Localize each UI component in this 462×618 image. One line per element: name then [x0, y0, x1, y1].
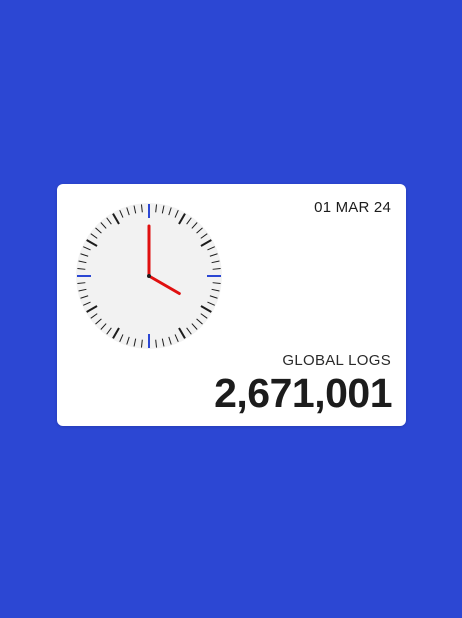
minute-tick	[211, 260, 220, 264]
minute-tick	[133, 338, 137, 347]
hour-tick	[112, 213, 120, 225]
minute-tick	[207, 301, 215, 306]
minute-tick	[119, 210, 124, 218]
minute-tick	[77, 282, 86, 285]
date-label: 01 MAR 24	[314, 199, 391, 216]
analog-clock	[76, 203, 222, 349]
minute-tick	[200, 313, 208, 319]
minute-tick	[106, 327, 112, 335]
minute-tick	[100, 323, 107, 330]
minute-tick	[100, 222, 107, 229]
hour-tick	[86, 239, 98, 247]
minute-tick	[119, 334, 124, 342]
minute-tick	[95, 318, 102, 325]
clock-ticks	[77, 204, 221, 348]
logs-card: 01 MAR 24 GLOBAL LOGS 2,671,001	[57, 184, 406, 426]
minute-tick	[196, 227, 203, 234]
minute-tick	[209, 253, 218, 257]
minute-tick	[186, 327, 192, 335]
hour-hand	[147, 274, 181, 295]
minute-tick	[106, 217, 112, 225]
clock-center	[147, 274, 151, 278]
minute-tick	[200, 233, 208, 239]
minute-tick	[161, 205, 165, 214]
minute-tick	[212, 282, 221, 285]
hour-tick	[178, 213, 186, 225]
minute-tick	[80, 253, 89, 257]
minute-tick	[83, 246, 91, 251]
minute-tick	[78, 288, 87, 292]
minute-tick	[80, 295, 89, 299]
minute-tick	[207, 246, 215, 251]
minute-tick	[90, 313, 98, 319]
minute-tick	[211, 288, 220, 292]
minute-tick	[155, 339, 158, 348]
minute-tick	[140, 339, 143, 348]
minute-tick	[191, 323, 198, 330]
global-logs-label: GLOBAL LOGS	[282, 352, 391, 369]
minute-tick	[77, 267, 86, 270]
minute-tick	[168, 336, 172, 345]
minute-tick	[174, 210, 179, 218]
minute-tick	[186, 217, 192, 225]
minute-tick	[209, 295, 218, 299]
hour-tick	[112, 327, 120, 339]
minute-tick	[83, 301, 91, 306]
hour-tick	[200, 239, 212, 247]
minute-tick	[140, 204, 143, 213]
minute-tick	[212, 267, 221, 270]
minute-tick	[174, 334, 179, 342]
minute-tick	[191, 222, 198, 229]
minute-tick	[196, 318, 203, 325]
minute-tick	[155, 204, 158, 213]
hour-tick	[200, 305, 212, 313]
minute-tick	[168, 207, 172, 216]
minute-tick	[126, 336, 130, 345]
global-logs-count: 2,671,001	[214, 370, 392, 416]
minute-tick	[133, 205, 137, 214]
minute-tick	[95, 227, 102, 234]
minute-tick	[126, 207, 130, 216]
minute-tick	[78, 260, 87, 264]
hour-tick	[86, 305, 98, 313]
hour-tick	[178, 327, 186, 339]
minute-tick	[90, 233, 98, 239]
minute-tick	[161, 338, 165, 347]
